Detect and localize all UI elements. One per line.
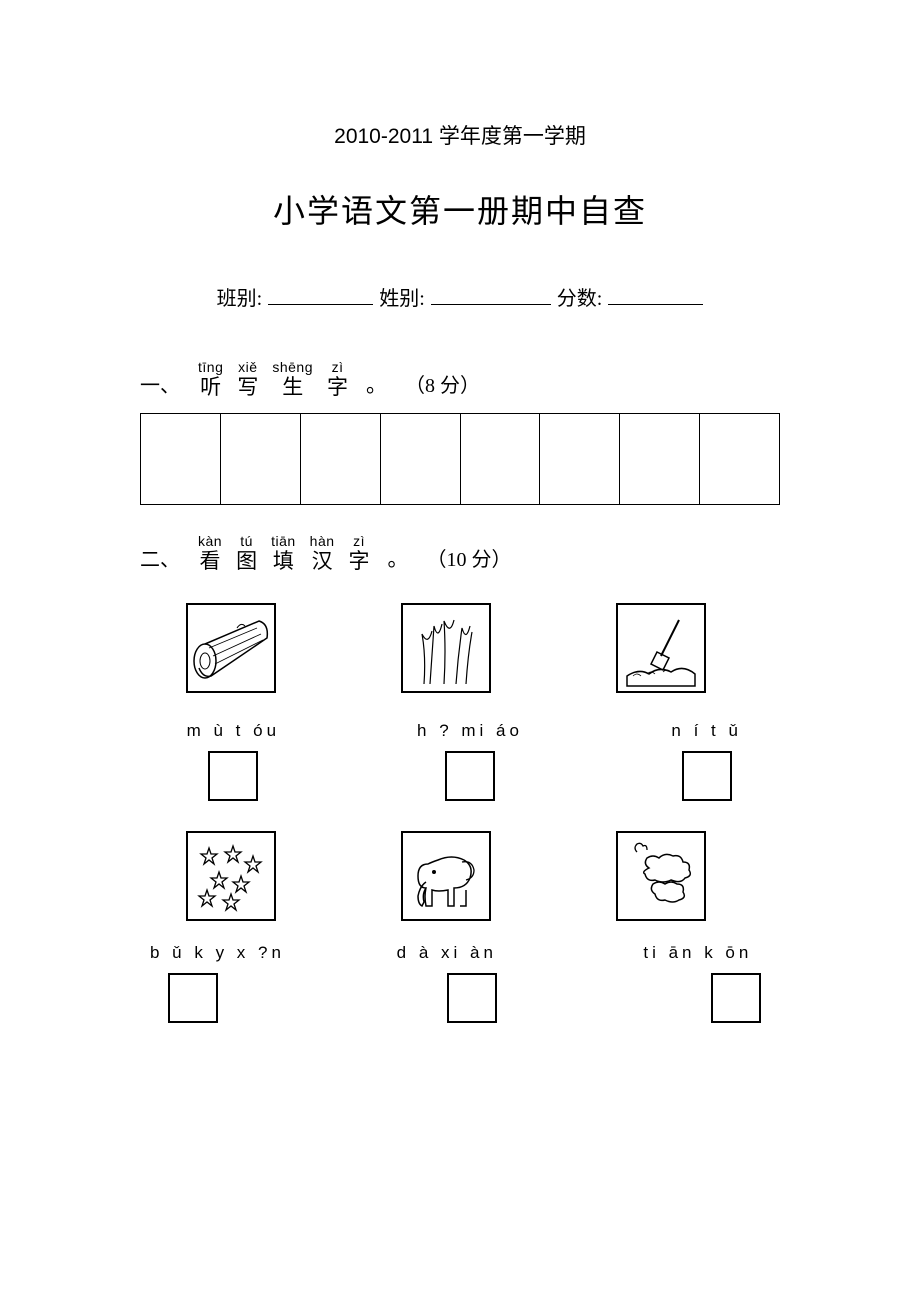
pinyin: shēng [272, 359, 313, 375]
answer-cell[interactable] [700, 414, 779, 504]
section-2-number: 二、 [140, 543, 180, 573]
class-blank[interactable] [268, 283, 373, 305]
answer-row-1: m ù t óu h ? mi áo n í t ǔ [140, 721, 780, 801]
answer-item: ti ān k ōn [643, 943, 780, 1023]
answer-pinyin: ti ān k ōn [643, 943, 752, 963]
score-label: 分数: [557, 282, 603, 311]
answer-item: m ù t óu [160, 721, 307, 801]
soil-shovel-image [616, 603, 706, 693]
answer-cell[interactable] [620, 414, 700, 504]
answer-box[interactable] [445, 751, 495, 801]
pinyin: zì [332, 359, 344, 375]
semester-header: 2010-2011 学年度第一学期 [140, 120, 780, 150]
answer-item: b ǔ k y x ?n [150, 943, 287, 1023]
answer-cell[interactable] [540, 414, 620, 504]
hanzi: 听 [200, 375, 221, 399]
picture-row-1 [140, 603, 780, 693]
pinyin: tú [240, 533, 253, 549]
class-label: 班别: [217, 282, 263, 311]
answer-box[interactable] [682, 751, 732, 801]
answer-grid-8 [140, 413, 780, 505]
hanzi: 图 [236, 549, 257, 573]
answer-box[interactable] [168, 973, 218, 1023]
answer-item: n í t ǔ [633, 721, 780, 801]
section-2-ruby: kàn看 tú图 tiān填 hàn汉 zì字 [198, 533, 370, 573]
pinyin: tīng [198, 359, 223, 375]
name-blank[interactable] [431, 283, 551, 305]
hanzi: 看 [200, 549, 221, 573]
answer-item: d à xi àn [397, 943, 534, 1023]
answer-pinyin: b ǔ k y x ?n [150, 943, 285, 963]
answer-box[interactable] [711, 973, 761, 1023]
answer-cell[interactable] [301, 414, 381, 504]
pinyin: hàn [310, 533, 335, 549]
answer-row-2: b ǔ k y x ?n d à xi àn ti ān k ōn [140, 943, 780, 1023]
section-1: 一、 tīng听 xiě写 shēng生 zì字 。 （8 分） [140, 359, 780, 505]
score-blank[interactable] [608, 283, 703, 305]
answer-cell[interactable] [461, 414, 541, 504]
section-1-score: （8 分） [405, 369, 480, 399]
answer-pinyin: m ù t óu [187, 721, 280, 741]
hanzi: 字 [327, 375, 348, 399]
period: 。 [366, 369, 387, 399]
answer-cell[interactable] [141, 414, 221, 504]
exam-title: 小学语文第一册期中自查 [140, 186, 780, 232]
section-1-number: 一、 [140, 369, 180, 399]
section-2: 二、 kàn看 tú图 tiān填 hàn汉 zì字 。 （10 分） [140, 533, 780, 1023]
pinyin: xiě [238, 359, 257, 375]
hanzi: 生 [282, 375, 303, 399]
answer-box[interactable] [447, 973, 497, 1023]
pinyin: zì [353, 533, 365, 549]
seedling-image [401, 603, 491, 693]
section-1-heading: 一、 tīng听 xiě写 shēng生 zì字 。 （8 分） [140, 359, 780, 399]
hanzi: 填 [273, 549, 294, 573]
stars-image [186, 831, 276, 921]
answer-pinyin: n í t ǔ [671, 721, 742, 741]
answer-box[interactable] [208, 751, 258, 801]
log-image [186, 603, 276, 693]
hanzi: 写 [237, 375, 258, 399]
section-1-ruby: tīng听 xiě写 shēng生 zì字 [198, 359, 348, 399]
section-2-score: （10 分） [427, 543, 512, 573]
name-label: 姓别: [379, 282, 425, 311]
pinyin: tiān [271, 533, 296, 549]
answer-cell[interactable] [221, 414, 301, 504]
period: 。 [388, 543, 409, 573]
hanzi: 汉 [312, 549, 333, 573]
sky-clouds-image [616, 831, 706, 921]
hanzi: 字 [349, 549, 370, 573]
picture-row-2 [140, 831, 780, 921]
elephant-image [401, 831, 491, 921]
answer-pinyin: d à xi àn [397, 943, 497, 963]
student-info-row: 班别: 姓别: 分数: [140, 282, 780, 311]
answer-cell[interactable] [381, 414, 461, 504]
answer-item: h ? mi áo [397, 721, 544, 801]
answer-pinyin: h ? mi áo [417, 721, 523, 741]
section-2-heading: 二、 kàn看 tú图 tiān填 hàn汉 zì字 。 （10 分） [140, 533, 780, 573]
pinyin: kàn [198, 533, 222, 549]
